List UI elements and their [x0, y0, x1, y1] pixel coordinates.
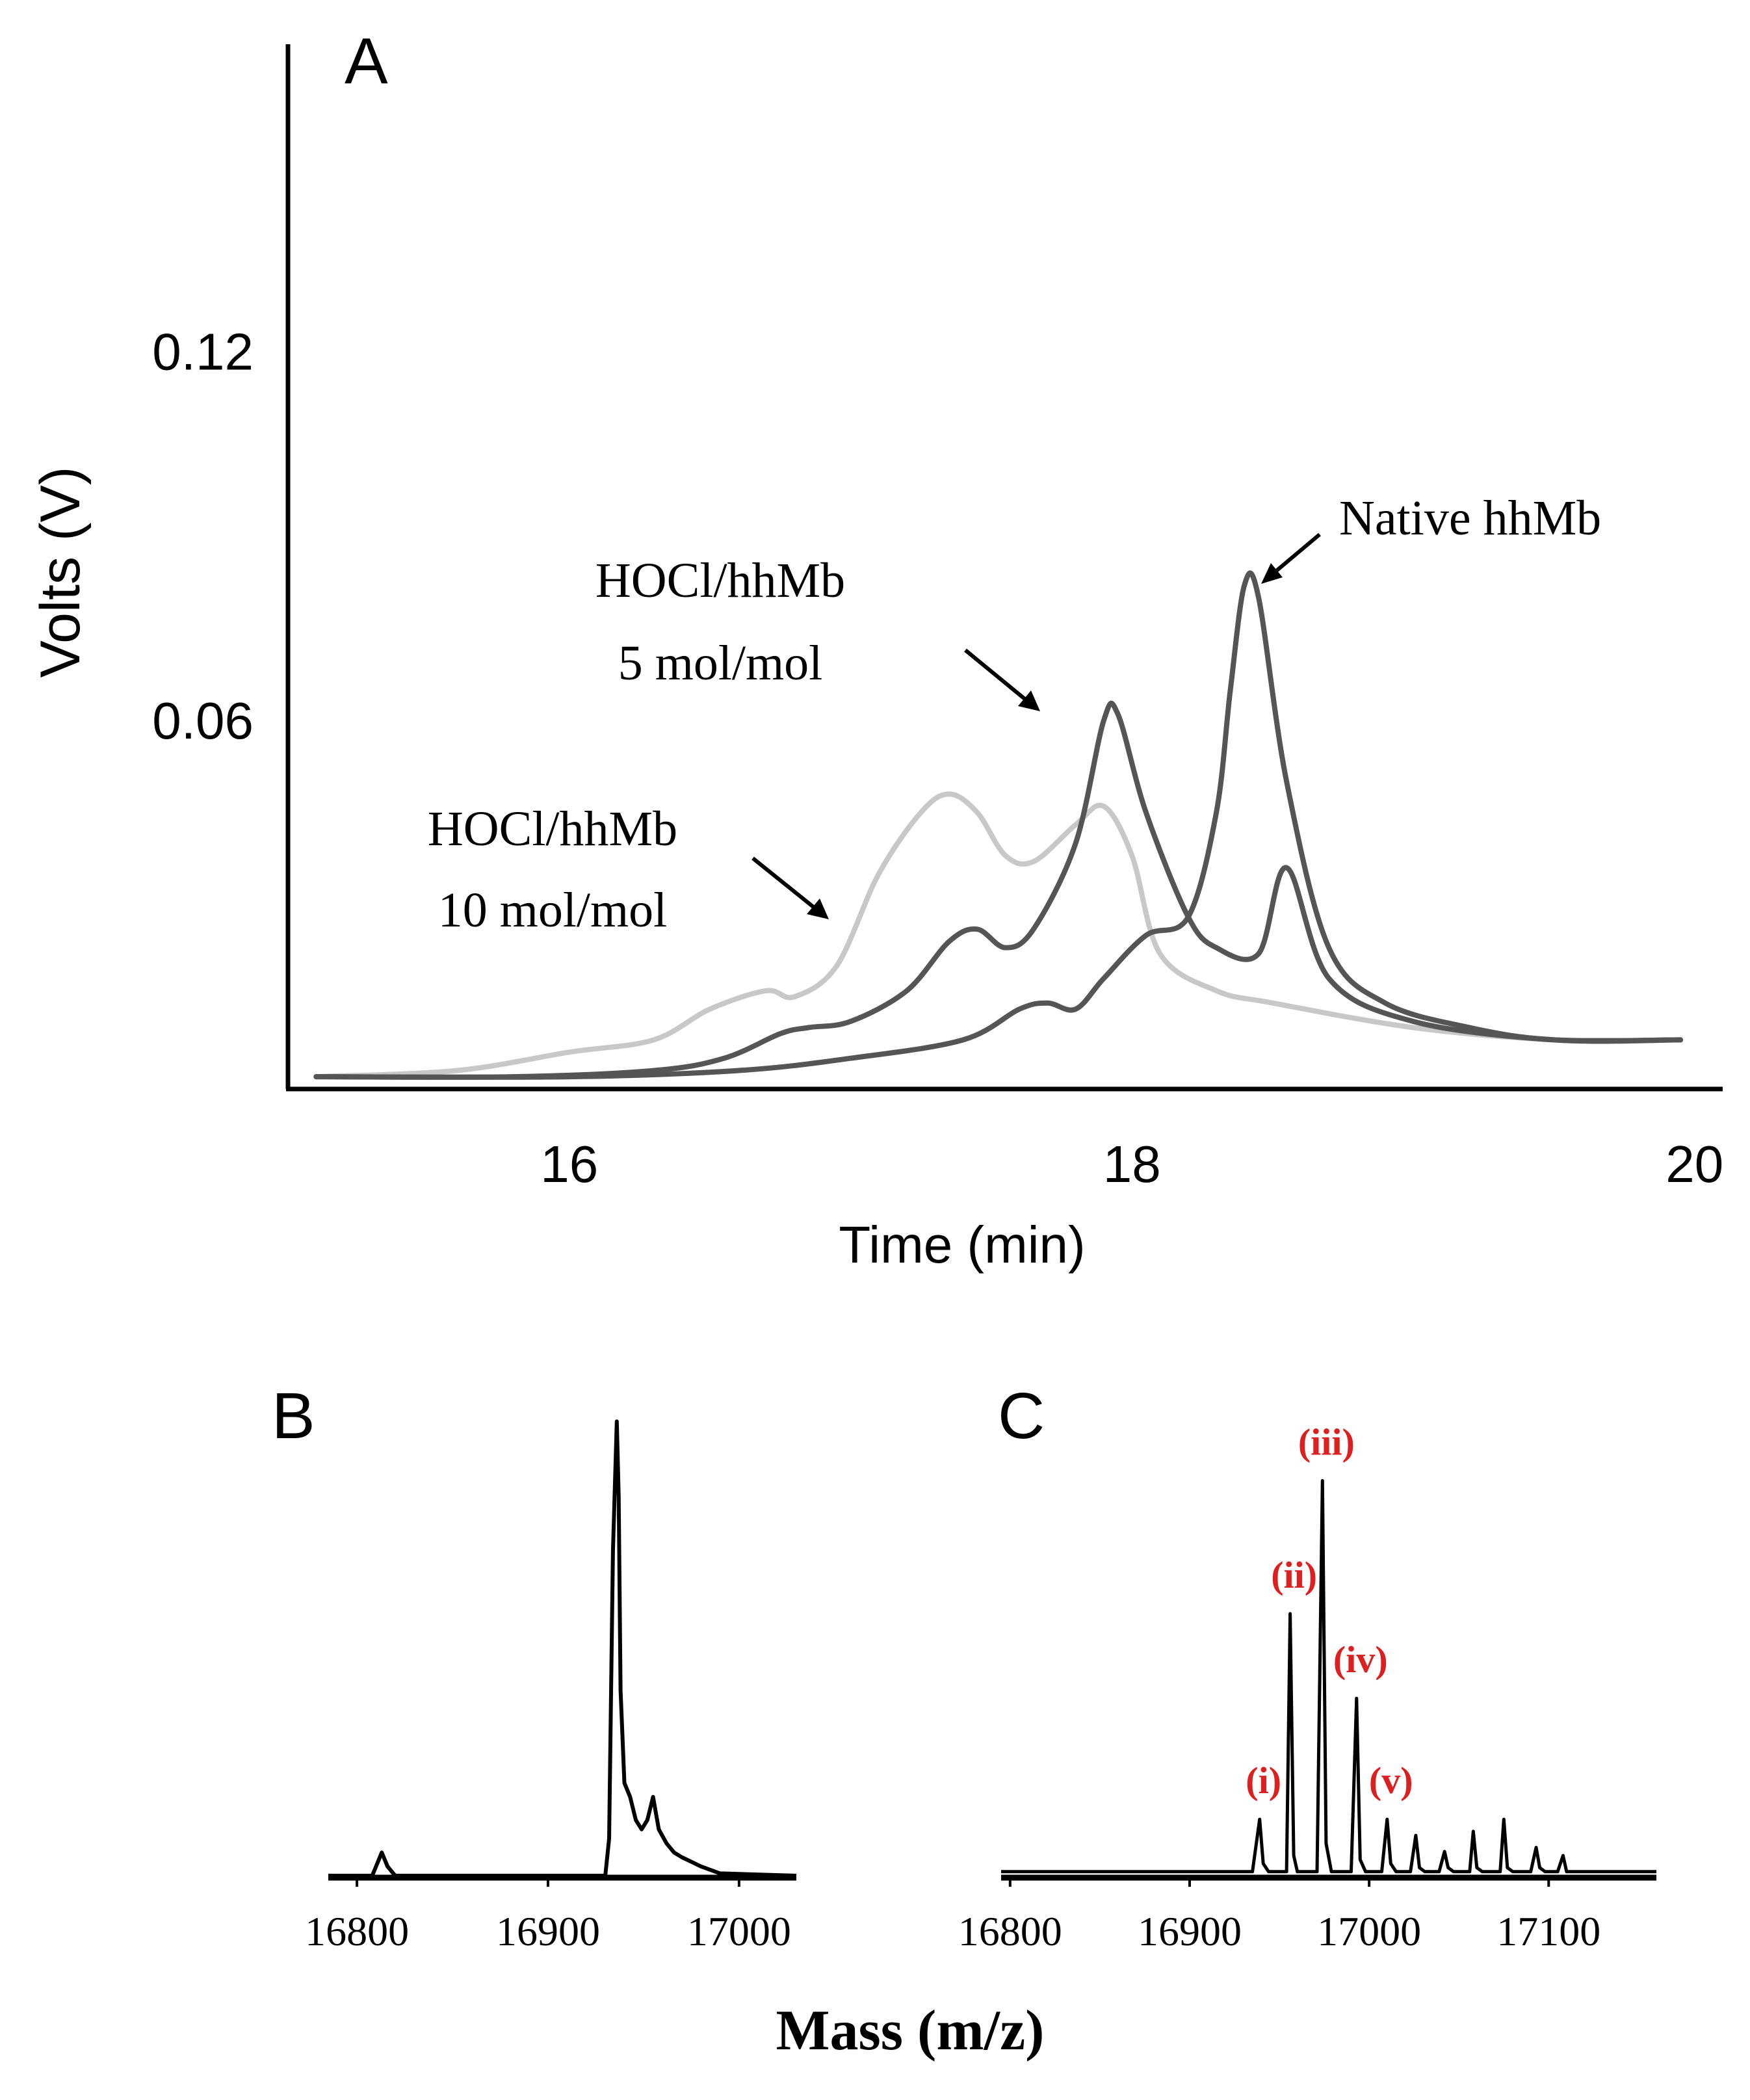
panel-b-trace — [328, 1419, 797, 1878]
panel-c-trace — [1001, 1478, 1656, 1874]
peak-label: (iii) — [1298, 1421, 1355, 1463]
peak-label: (ii) — [1271, 1554, 1317, 1596]
annotation-5molmol-line1: HOCl/hhMb — [595, 553, 845, 608]
panel-b-letter: B — [272, 1380, 315, 1452]
x-tick-label: 16900 — [1138, 1908, 1242, 1954]
arrow-10molmol — [751, 856, 829, 919]
panel-b-tick-labels: 16800 16900 17000 — [305, 1878, 791, 1954]
peak-label: (iv) — [1333, 1638, 1388, 1681]
panel-c-letter: C — [998, 1380, 1045, 1452]
panel-c-peak-labels: (i) (ii) (iii) (iv) (v) — [1246, 1421, 1413, 1802]
x-tick-label: 17000 — [1317, 1908, 1421, 1954]
y-tick-label: 0.12 — [152, 323, 254, 381]
shared-mass-x-label: Mass (m/z) — [776, 1999, 1045, 2062]
spectrum-b-line — [328, 1419, 797, 1878]
annotation-native-hhmb: Native hhMb — [1339, 491, 1601, 545]
annotation-10molmol-line2: 10 mol/mol — [438, 883, 668, 938]
annotation-5molmol-line2: 5 mol/mol — [618, 636, 823, 690]
x-tick-label: 20 — [1665, 1135, 1723, 1193]
peak-label: (i) — [1246, 1759, 1281, 1802]
x-tick-label: 16800 — [958, 1908, 1062, 1954]
panel-a-y-label: Volts (V) — [29, 467, 92, 678]
panel-a-letter: A — [345, 25, 388, 98]
x-tick-label: 18 — [1103, 1135, 1161, 1193]
panel-a-traces — [313, 570, 1684, 1080]
x-tick-label: 17000 — [687, 1908, 791, 1954]
x-tick-label: 16800 — [305, 1908, 409, 1954]
panel-a-tick-labels: 16 18 20 0.06 0.12 — [152, 323, 1723, 1193]
panel-c: C 16800 16900 17000 17100 (i)(ii)(iii)(iv)(… — [958, 1380, 1656, 1954]
x-tick-label: 17100 — [1496, 1908, 1600, 1954]
x-tick-label: 16 — [540, 1135, 598, 1193]
panel-a: A 16 18 20 0.06 0.12 Time (min) Volts (V) Na… — [29, 25, 1723, 1274]
trace-5-molmol — [313, 700, 1684, 1080]
peak-label: (v) — [1369, 1759, 1413, 1802]
x-tick-label: 16900 — [496, 1908, 600, 1954]
panel-a-x-label: Time (min) — [839, 1216, 1085, 1274]
trace-10-molmol — [313, 791, 1684, 1080]
annotation-10molmol-line1: HOCl/hhMb — [428, 802, 677, 856]
panel-c-tick-labels: 16800 16900 17000 17100 — [958, 1878, 1600, 1954]
arrow-5molmol — [964, 648, 1040, 711]
spectrum-c-line — [1001, 1478, 1656, 1874]
y-tick-label: 0.06 — [152, 692, 254, 750]
arrow-native-hhmb — [1261, 532, 1321, 584]
trace-native-hhmb — [313, 570, 1684, 1080]
panel-b: B 16800 16900 17000 — [272, 1380, 797, 1954]
